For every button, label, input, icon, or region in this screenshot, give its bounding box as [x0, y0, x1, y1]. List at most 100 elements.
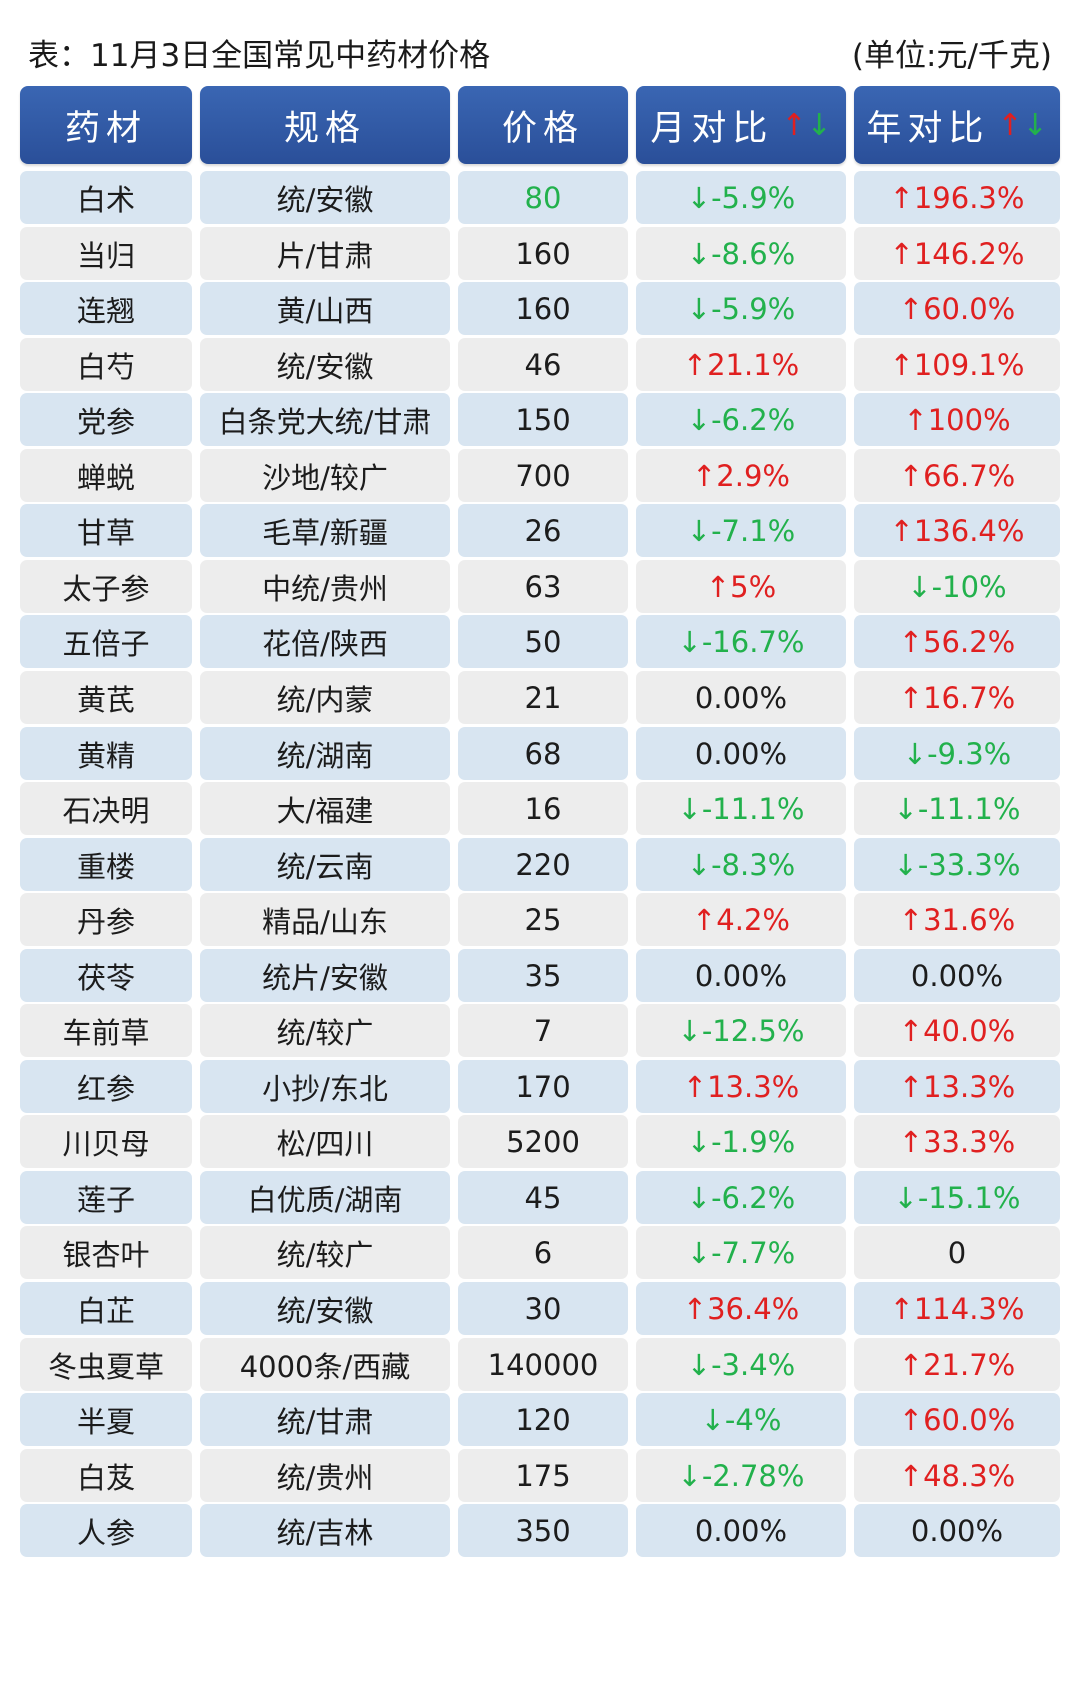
month-compare-cell: ↑5% — [636, 560, 846, 613]
price-cell: 68 — [458, 727, 628, 780]
header-spec: 规格 — [200, 86, 450, 164]
month-compare-cell: ↓-2.78% — [636, 1449, 846, 1502]
spec-cell: 统/安徽 — [200, 338, 450, 391]
spec-cell: 花倍/陕西 — [200, 615, 450, 668]
table-row: 白术 统/安徽 80 ↓-5.9% ↑196.3% — [20, 171, 1060, 224]
spec-cell: 片/甘肃 — [200, 227, 450, 280]
month-compare-cell: 0.00% — [636, 1504, 846, 1557]
herb-cell: 白术 — [20, 171, 192, 224]
year-compare-cell: ↑33.3% — [854, 1115, 1060, 1168]
year-compare-cell: ↑48.3% — [854, 1449, 1060, 1502]
price-cell: 160 — [458, 282, 628, 335]
price-cell: 50 — [458, 615, 628, 668]
spec-cell: 统/吉林 — [200, 1504, 450, 1557]
spec-cell: 统/湖南 — [200, 727, 450, 780]
table-header: 药材 规格 价格 月对比 ↑↓ 年对比 ↑↓ — [20, 86, 1060, 164]
price-cell: 21 — [458, 671, 628, 724]
herb-cell: 黄精 — [20, 727, 192, 780]
table-row: 川贝母 松/四川 5200 ↓-1.9% ↑33.3% — [20, 1115, 1060, 1168]
table-row: 连翘 黄/山西 160 ↓-5.9% ↑60.0% — [20, 282, 1060, 335]
price-cell: 80 — [458, 171, 628, 224]
month-compare-cell: ↓-1.9% — [636, 1115, 846, 1168]
price-cell: 35 — [458, 949, 628, 1002]
spec-cell: 统/较广 — [200, 1226, 450, 1279]
year-compare-cell: ↑16.7% — [854, 671, 1060, 724]
month-compare-cell: 0.00% — [636, 949, 846, 1002]
price-cell: 170 — [458, 1060, 628, 1113]
herb-cell: 车前草 — [20, 1004, 192, 1057]
month-compare-cell: ↑21.1% — [636, 338, 846, 391]
unit-label: (单位:元/千克) — [851, 37, 1052, 74]
price-cell: 160 — [458, 227, 628, 280]
title-row: 表：11月3日全国常见中药材价格 (单位:元/千克) — [28, 28, 1052, 76]
month-compare-cell: ↓-8.3% — [636, 838, 846, 891]
header-herb: 药材 — [20, 86, 192, 164]
month-compare-cell: ↑36.4% — [636, 1282, 846, 1335]
herb-cell: 丹参 — [20, 893, 192, 946]
price-cell: 220 — [458, 838, 628, 891]
herb-cell: 太子参 — [20, 560, 192, 613]
table-row: 黄芪 统/内蒙 21 0.00% ↑16.7% — [20, 671, 1060, 724]
month-compare-cell: ↓-6.2% — [636, 1171, 846, 1224]
table-row: 莲子 白优质/湖南 45 ↓-6.2% ↓-15.1% — [20, 1171, 1060, 1224]
year-compare-cell: ↑31.6% — [854, 893, 1060, 946]
year-compare-cell: ↑40.0% — [854, 1004, 1060, 1057]
month-compare-cell: ↑13.3% — [636, 1060, 846, 1113]
year-compare-cell: ↑136.4% — [854, 504, 1060, 557]
header-year-compare: 年对比 ↑↓ — [854, 86, 1060, 164]
year-compare-cell: ↓-11.1% — [854, 782, 1060, 835]
spec-cell: 统/云南 — [200, 838, 450, 891]
arrow-up-icon: ↑ — [997, 107, 1023, 143]
price-cell: 700 — [458, 449, 628, 502]
price-cell: 63 — [458, 560, 628, 613]
table-row: 重楼 统/云南 220 ↓-8.3% ↓-33.3% — [20, 838, 1060, 891]
year-compare-cell: ↑66.7% — [854, 449, 1060, 502]
spec-cell: 统/较广 — [200, 1004, 450, 1057]
year-compare-cell: ↑196.3% — [854, 171, 1060, 224]
month-compare-cell: ↑2.9% — [636, 449, 846, 502]
herb-cell: 人参 — [20, 1504, 192, 1557]
herb-cell: 茯苓 — [20, 949, 192, 1002]
herb-cell: 当归 — [20, 227, 192, 280]
price-cell: 6 — [458, 1226, 628, 1279]
herb-cell: 半夏 — [20, 1393, 192, 1446]
month-compare-cell: ↓-6.2% — [636, 393, 846, 446]
year-compare-cell: ↑60.0% — [854, 1393, 1060, 1446]
arrow-up-icon: ↑ — [781, 107, 807, 143]
price-cell: 120 — [458, 1393, 628, 1446]
spec-cell: 沙地/较广 — [200, 449, 450, 502]
table-row: 半夏 统/甘肃 120 ↓-4% ↑60.0% — [20, 1393, 1060, 1446]
spec-cell: 黄/山西 — [200, 282, 450, 335]
table-row: 甘草 毛草/新疆 26 ↓-7.1% ↑136.4% — [20, 504, 1060, 557]
price-cell: 7 — [458, 1004, 628, 1057]
header-month-label: 月对比 — [650, 108, 774, 149]
table-row: 冬虫夏草 4000条/西藏 140000 ↓-3.4% ↑21.7% — [20, 1338, 1060, 1391]
spec-cell: 统/内蒙 — [200, 671, 450, 724]
month-compare-cell: ↑4.2% — [636, 893, 846, 946]
herb-cell: 重楼 — [20, 838, 192, 891]
year-compare-cell: 0.00% — [854, 949, 1060, 1002]
table-row: 党参 白条党大统/甘肃 150 ↓-6.2% ↑100% — [20, 393, 1060, 446]
header-month-compare: 月对比 ↑↓ — [636, 86, 846, 164]
arrow-down-icon: ↓ — [806, 107, 832, 143]
table-row: 红参 小抄/东北 170 ↑13.3% ↑13.3% — [20, 1060, 1060, 1113]
price-cell: 26 — [458, 504, 628, 557]
herb-cell: 连翘 — [20, 282, 192, 335]
year-compare-cell: ↓-9.3% — [854, 727, 1060, 780]
herb-cell: 银杏叶 — [20, 1226, 192, 1279]
price-cell: 16 — [458, 782, 628, 835]
table-row: 黄精 统/湖南 68 0.00% ↓-9.3% — [20, 727, 1060, 780]
year-compare-cell: ↑56.2% — [854, 615, 1060, 668]
table-row: 蝉蜕 沙地/较广 700 ↑2.9% ↑66.7% — [20, 449, 1060, 502]
table-row: 丹参 精品/山东 25 ↑4.2% ↑31.6% — [20, 893, 1060, 946]
spec-cell: 白条党大统/甘肃 — [200, 393, 450, 446]
herb-cell: 川贝母 — [20, 1115, 192, 1168]
table-row: 白芨 统/贵州 175 ↓-2.78% ↑48.3% — [20, 1449, 1060, 1502]
herb-cell: 甘草 — [20, 504, 192, 557]
year-compare-cell: 0.00% — [854, 1504, 1060, 1557]
table-row: 白芍 统/安徽 46 ↑21.1% ↑109.1% — [20, 338, 1060, 391]
herb-cell: 黄芪 — [20, 671, 192, 724]
spec-cell: 4000条/西藏 — [200, 1338, 450, 1391]
month-compare-cell: ↓-5.9% — [636, 282, 846, 335]
herb-cell: 莲子 — [20, 1171, 192, 1224]
